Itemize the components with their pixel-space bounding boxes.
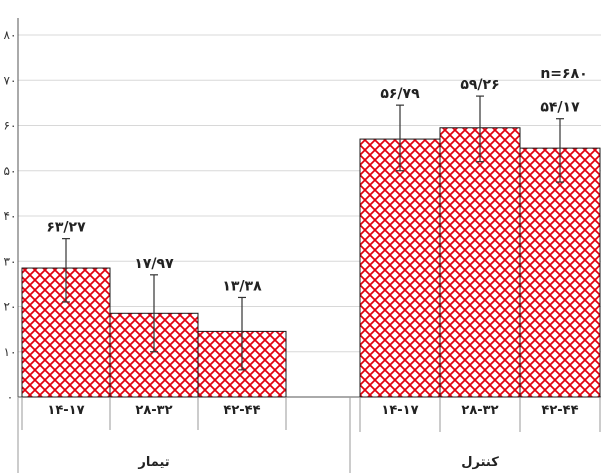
data-label: ۵۴/۱۷	[540, 100, 580, 116]
bar	[359, 138, 441, 398]
labels-layer: ۰ ۱۰ ۲۰ ۳۰ ۴۰ ۵۰ ۶۰ ۷۰ ۸۰ ۶۳/۲۷ ۱۴-۱۷ ۱۷/۹۷ ۲۸-۳۲ ۱۳/…	[4, 28, 581, 470]
y-tick-label: ۵۰	[4, 164, 17, 178]
group-label: کنترل	[461, 455, 499, 470]
y-tick-label: ۸۰	[4, 28, 17, 42]
data-label: ۵۹/۲۶	[460, 77, 499, 93]
bar	[519, 147, 601, 398]
y-tick-label: ۴۰	[4, 209, 17, 223]
data-label: ۱۷/۹۷	[134, 256, 174, 272]
category-label: ۱۴-۱۷	[381, 403, 418, 418]
category-label: ۱۴-۱۷	[47, 403, 84, 418]
category-label: ۴۲-۴۴	[541, 403, 578, 418]
y-tick-label: ۳۰	[4, 254, 17, 268]
data-label: ۵۶/۷۹	[380, 86, 420, 102]
category-label: ۲۸-۳۲	[461, 403, 498, 418]
sample-size-annotation: n=۶۸۰	[540, 66, 587, 82]
category-label: ۲۸-۳۲	[135, 403, 172, 418]
category-label: ۴۲-۴۴	[223, 403, 260, 418]
y-tick-label: ۷۰	[4, 73, 17, 87]
y-tick-label: ۰	[7, 390, 13, 404]
y-tick-label: ۲۰	[4, 300, 17, 314]
bars-layer	[21, 95, 601, 398]
y-tick-label: ۶۰	[4, 119, 17, 133]
y-tick-label: ۱۰	[4, 345, 17, 359]
bar	[439, 127, 521, 398]
data-label: ۱۳/۳۸	[222, 278, 262, 294]
group-label: تیمار	[137, 455, 169, 470]
data-label: ۶۳/۲۷	[46, 220, 86, 236]
